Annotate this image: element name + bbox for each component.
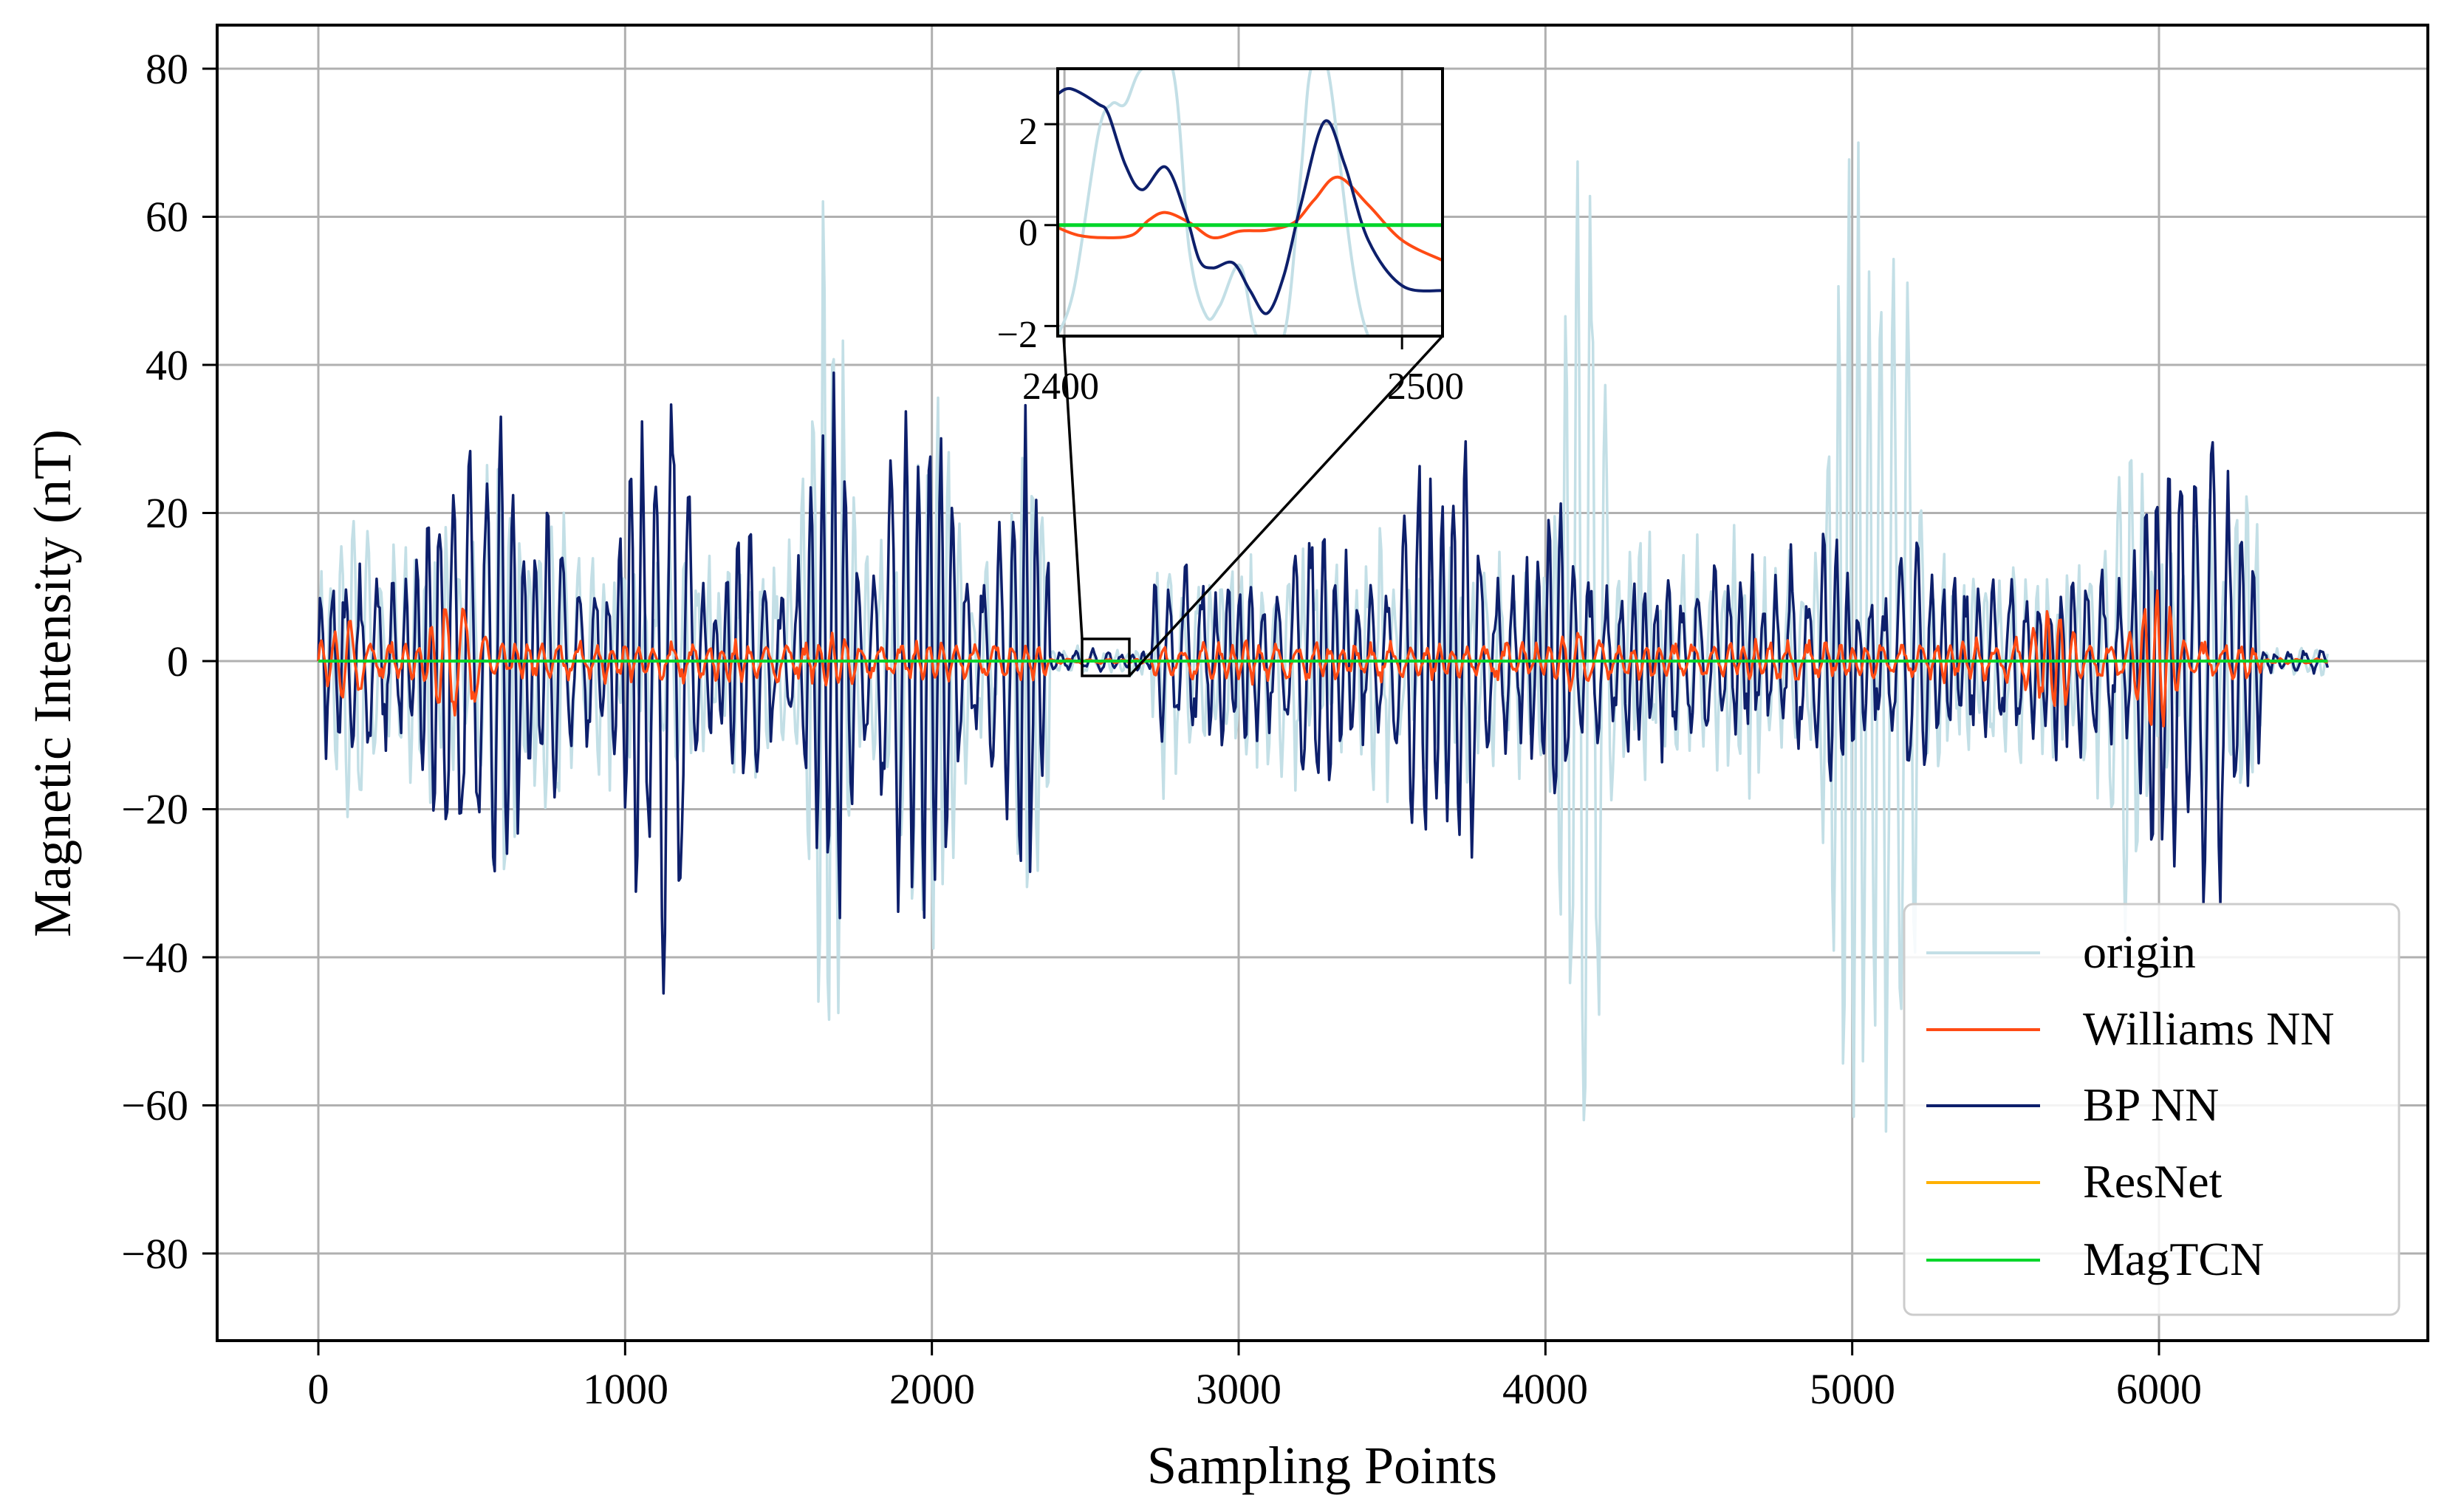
legend-item-origin: origin bbox=[1926, 926, 2196, 978]
inset-series-origin bbox=[1058, 69, 1443, 336]
x-tick-label: 4000 bbox=[1502, 1365, 1588, 1413]
legend-item-magtcn: MagTCN bbox=[1926, 1233, 2264, 1285]
y-tick-label: −60 bbox=[121, 1081, 188, 1129]
y-tick-label: −80 bbox=[121, 1230, 188, 1278]
y-tick-label: 0 bbox=[167, 637, 188, 685]
inset-y-tick-label: 0 bbox=[1019, 212, 1038, 254]
x-axis-title: Sampling Points bbox=[1147, 1436, 1497, 1495]
legend-item-bp-nn: BP NN bbox=[1926, 1078, 2219, 1131]
plot-series bbox=[317, 141, 2330, 1133]
inset-zoom-plot: 2 0 −2 2400 2500 bbox=[997, 67, 1464, 408]
y-tick-label: 80 bbox=[146, 45, 188, 93]
zoom-connector-left bbox=[1062, 335, 1084, 640]
y-axis-title: Magnetic Intensity (nT) bbox=[23, 429, 82, 937]
plot-frame bbox=[216, 24, 2429, 1342]
x-tick-label: 2000 bbox=[889, 1365, 975, 1413]
x-tick-labels: 0 1000 2000 3000 4000 5000 6000 bbox=[308, 1365, 2203, 1413]
x-tick-label: 1000 bbox=[583, 1365, 668, 1413]
y-tick-label: −20 bbox=[121, 785, 188, 833]
y-tick-label: 20 bbox=[146, 489, 188, 537]
y-tick-labels: 80 60 40 20 0 −20 −40 −60 −80 bbox=[121, 45, 188, 1278]
series-bp-nn bbox=[317, 371, 2330, 995]
zoom-source-box bbox=[1081, 637, 1131, 677]
legend: origin Williams NN BP NN ResNet MagTCN bbox=[1903, 903, 2401, 1316]
legend-label: Williams NN bbox=[2083, 1002, 2335, 1055]
series-williams-nn bbox=[317, 589, 2329, 728]
y-tick-label: 60 bbox=[146, 193, 188, 241]
y-tick-label: −40 bbox=[121, 934, 188, 982]
legend-label: MagTCN bbox=[2083, 1233, 2264, 1285]
legend-label: BP NN bbox=[2083, 1078, 2219, 1131]
inset-series-bp-nn bbox=[1058, 86, 1443, 315]
x-tick-label: 3000 bbox=[1196, 1365, 1282, 1413]
legend-label: origin bbox=[2083, 926, 2196, 978]
inset-series bbox=[1058, 69, 1443, 336]
legend-item-williams-nn: Williams NN bbox=[1926, 1002, 2335, 1055]
legend-label: ResNet bbox=[2083, 1155, 2223, 1208]
axis-ticks bbox=[202, 67, 2160, 1355]
inset-x-tick-label: 2400 bbox=[1022, 366, 1099, 408]
inset-series-williams-nn bbox=[1058, 175, 1443, 262]
inset-ticks bbox=[1044, 123, 1403, 349]
inset-frame bbox=[1056, 67, 1444, 338]
y-tick-label: 40 bbox=[146, 341, 188, 389]
legend-box bbox=[1903, 903, 2401, 1316]
x-tick-label: 0 bbox=[308, 1365, 329, 1413]
inset-y-tick-label: −2 bbox=[997, 314, 1038, 356]
zoom-connector-right bbox=[1128, 335, 1444, 677]
inset-y-tick-label: 2 bbox=[1019, 111, 1038, 153]
inset-x-tick-label: 2500 bbox=[1387, 366, 1464, 408]
x-tick-label: 5000 bbox=[1810, 1365, 1895, 1413]
x-tick-label: 6000 bbox=[2116, 1365, 2202, 1413]
legend-item-resnet: ResNet bbox=[1926, 1155, 2223, 1208]
